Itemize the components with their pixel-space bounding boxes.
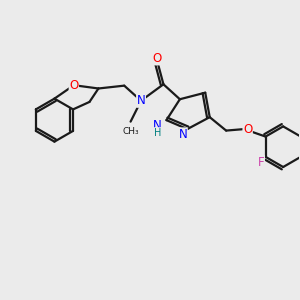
Text: O: O <box>69 79 79 92</box>
Text: O: O <box>153 52 162 65</box>
Text: N: N <box>137 94 146 107</box>
Text: F: F <box>258 156 264 169</box>
Text: CH₃: CH₃ <box>122 127 139 136</box>
Text: H: H <box>154 128 161 138</box>
Text: N: N <box>178 128 187 141</box>
Text: N: N <box>153 119 162 132</box>
Text: O: O <box>243 123 252 136</box>
